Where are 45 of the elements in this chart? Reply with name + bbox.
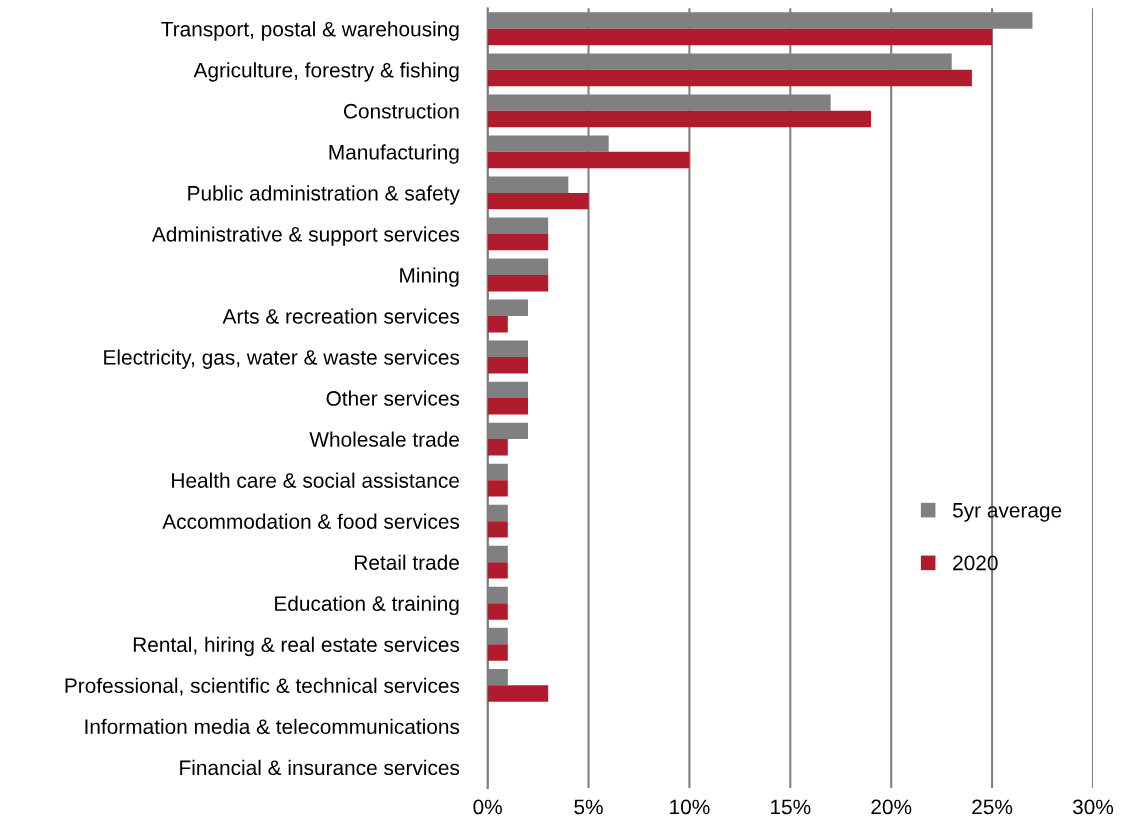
x-tick-label: 10%	[670, 799, 710, 815]
y-tick-label: Administrative & support services	[151, 226, 460, 246]
x-tick-label: 30%	[1072, 799, 1114, 815]
bar	[487, 274, 549, 292]
legend-label: 2020	[953, 555, 998, 571]
bar	[487, 192, 589, 210]
bar	[487, 644, 508, 661]
bar	[487, 521, 508, 538]
bar	[487, 28, 993, 46]
y-tick-label: Manufacturing	[329, 144, 459, 164]
bar	[487, 69, 972, 87]
y-tick-label: Accommodation & food services	[162, 513, 460, 529]
y-tick-label: Information media & telecommunications	[85, 718, 460, 735]
bar	[487, 316, 508, 333]
x-tick-label: 15%	[771, 799, 811, 815]
x-tick-label: 25%	[972, 799, 1013, 815]
y-tick-label: Mining	[400, 267, 459, 287]
y-tick-label: Construction	[343, 103, 459, 119]
bar	[487, 685, 549, 702]
y-tick-label: Agriculture, forestry & fishing	[193, 62, 459, 82]
y-tick-label: Other services	[326, 390, 460, 406]
x-tick-label: 5%	[574, 799, 603, 815]
y-tick-label: Rental, hiring & real estate services	[133, 636, 460, 657]
y-tick-label: Public administration & safety	[188, 185, 460, 205]
y-tick-label: Education & training	[275, 595, 459, 616]
x-tick-label: 20%	[871, 799, 912, 815]
y-tick-label: Professional, scientific & technical services	[65, 677, 460, 696]
bar	[487, 110, 872, 128]
bar	[487, 480, 508, 497]
bar	[487, 562, 508, 579]
bar	[487, 357, 528, 374]
y-tick-label: Financial & insurance services	[180, 759, 460, 776]
y-tick-label: Health care & social assistance	[172, 472, 459, 488]
bar	[487, 398, 528, 415]
bar	[487, 439, 508, 456]
y-tick-label: Electricity, gas, water & waste services	[104, 349, 460, 369]
legend-label: 5yr average	[952, 503, 1062, 522]
y-tick-label: Retail trade	[355, 554, 459, 570]
x-tick-label: 0%	[473, 799, 502, 815]
bar	[487, 151, 690, 169]
bar	[487, 603, 508, 620]
y-tick-label: Transport, postal & warehousing	[161, 21, 459, 41]
y-tick-label: Arts & recreation services	[222, 308, 460, 324]
y-tick-label: Wholesale trade	[309, 431, 459, 447]
bar	[487, 233, 549, 251]
